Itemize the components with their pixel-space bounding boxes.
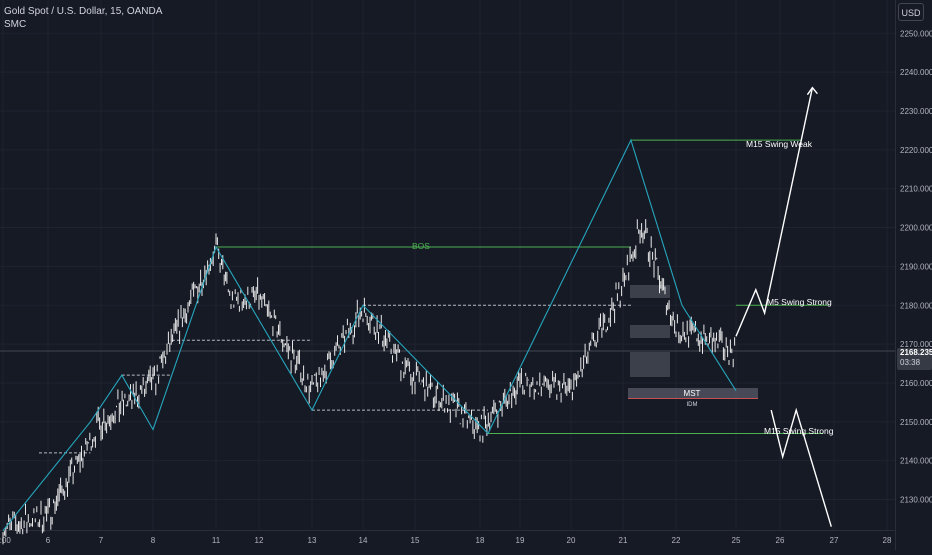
- y-tick-label: 2210.000: [900, 185, 932, 194]
- y-tick-label: 2240.000: [900, 68, 932, 77]
- y-tick-label: 2130.000: [900, 496, 932, 505]
- level-label: M5 Swing Strong: [767, 297, 832, 307]
- y-tick-label: 2160.000: [900, 379, 932, 388]
- y-tick-label: 2200.000: [900, 224, 932, 233]
- x-tick-label: 5:00: [0, 536, 11, 545]
- projection-up-path: [735, 87, 814, 337]
- y-tick-label: 2170.000: [900, 340, 932, 349]
- y-tick-label: 2220.000: [900, 146, 932, 155]
- x-tick-label: 19: [516, 536, 525, 545]
- x-tick-label: 13: [308, 536, 317, 545]
- order-block-zone: [630, 352, 670, 377]
- mst-zone: [628, 388, 758, 398]
- x-tick-label: 22: [672, 536, 681, 545]
- x-tick-label: 27: [830, 536, 839, 545]
- y-tick-label: 2180.000: [900, 301, 932, 310]
- x-tick-label: 25: [732, 536, 741, 545]
- swing-zigzag-line: [2, 138, 737, 531]
- level-label: BOS: [412, 241, 430, 251]
- x-tick-label: 28: [883, 536, 892, 545]
- y-tick-label: 2150.000: [900, 418, 932, 427]
- x-tick-label: 12: [255, 536, 264, 545]
- x-tick-label: 15: [411, 536, 420, 545]
- indicator-label[interactable]: SMC: [4, 19, 27, 30]
- y-tick-label: 2140.000: [900, 457, 932, 466]
- x-tick-label: 21: [619, 536, 628, 545]
- price-candles: [2, 219, 736, 545]
- projection-arrow-head: [806, 86, 818, 96]
- zone-label-idm: IDM: [687, 402, 698, 408]
- x-tick-label: 14: [359, 536, 368, 545]
- y-tick-label: 2190.000: [900, 262, 932, 271]
- last-price-tag: 2168.235 03:38: [897, 348, 932, 370]
- y-tick-label: 2250.000: [900, 29, 932, 38]
- x-tick-label: 7: [99, 536, 104, 545]
- level-label: M15 Swing Weak: [746, 139, 813, 149]
- currency-button[interactable]: USD: [898, 3, 924, 21]
- x-tick-label: 18: [476, 536, 485, 545]
- symbol-title[interactable]: Gold Spot / U.S. Dollar, 15, OANDA: [4, 6, 163, 17]
- level-label: M15 Swing Strong: [764, 426, 834, 436]
- x-tick-label: 26: [776, 536, 785, 545]
- last-price-value: 2168.235: [900, 348, 932, 357]
- order-block-zone: [630, 325, 670, 338]
- x-tick-label: 6: [46, 536, 51, 545]
- x-tick-label: 11: [212, 536, 221, 545]
- x-tick-label: 20: [567, 536, 576, 545]
- y-tick-label: 2230.000: [900, 107, 932, 116]
- zone-label-mst: MST: [684, 389, 701, 398]
- x-tick-label: 8: [151, 536, 156, 545]
- bar-countdown: 03:38: [900, 358, 921, 367]
- projection-down-path: [770, 407, 832, 527]
